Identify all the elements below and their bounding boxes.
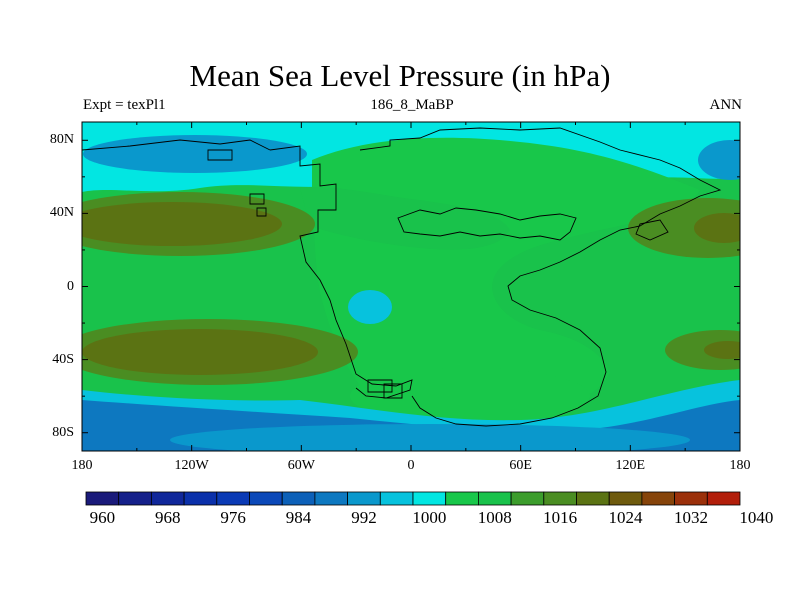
colorbar-label: 984: [285, 508, 312, 527]
northern-mid-land-field: [300, 187, 510, 250]
colorbar-label: 1040: [739, 508, 774, 527]
colorbar-box: [674, 491, 708, 506]
colorbar-box: [706, 491, 741, 506]
colorbar-label: 976: [220, 508, 246, 527]
coastline-segment: [635, 219, 669, 241]
season-label: ANN: [709, 97, 743, 113]
lat-label: 40N: [49, 205, 74, 221]
colorbar-box: [379, 491, 414, 506]
colorbar-box: [347, 491, 381, 506]
coastline-segment: [397, 207, 577, 241]
arctic-low: [83, 135, 307, 173]
colorbar-box: [281, 491, 316, 506]
lat-label: 80S: [52, 424, 74, 440]
colorbar-box: [85, 491, 120, 506]
colorbar-box: [608, 491, 643, 506]
colorbar-box: [641, 491, 676, 506]
lon-label: 180: [729, 458, 751, 473]
colorbar-box: [576, 491, 610, 506]
coastlines: [82, 127, 722, 427]
colorbar-label: 1016: [543, 508, 578, 527]
colorbar-label: 968: [155, 508, 181, 527]
colorbar-box: [314, 491, 348, 506]
lon-label: 120W: [174, 458, 209, 473]
colorbar-box: [150, 491, 185, 506]
coastline-segment: [269, 145, 413, 399]
continental-interior-south: [350, 368, 590, 424]
colorbar-box: [118, 491, 152, 506]
colorbar-box: [216, 491, 250, 506]
colorbar-label: 960: [89, 508, 116, 527]
colorbar-label: 1032: [673, 508, 708, 527]
colorbar-box: [412, 491, 447, 506]
colorbar-box: [477, 491, 512, 506]
lat-label: 80N: [49, 132, 74, 148]
lon-label: 120E: [615, 458, 646, 473]
colorbar-label: 1024: [608, 508, 643, 527]
colorbar-box: [249, 491, 283, 506]
lon-label: 60E: [509, 458, 532, 473]
coastline-segment: [82, 139, 271, 151]
coastline-segment: [249, 193, 265, 205]
lon-label: 0: [407, 458, 415, 473]
experiment-label: Expt = texPl1: [83, 97, 166, 113]
coastline-segment: [383, 383, 403, 399]
arctic-low-east: [698, 140, 740, 180]
lat-label: 0: [67, 278, 74, 294]
lon-label: 60W: [287, 458, 315, 473]
coastline-segment: [207, 149, 233, 161]
lon-label: 180: [71, 458, 93, 473]
colorbar-box: [445, 491, 479, 506]
inner-low-east: [348, 290, 392, 324]
south-pacific-high: [82, 329, 318, 375]
colorbar-label: 1000: [412, 508, 447, 527]
coastline-segment: [256, 207, 267, 217]
south-pole-core: [170, 424, 690, 451]
north-pacific-high: [82, 202, 282, 246]
west-pacific-high-halo: [628, 198, 740, 258]
colorbar-box: [183, 491, 218, 506]
colorbar-box: [543, 491, 577, 506]
coastline-segment: [367, 379, 393, 393]
time-label: 186_8_MaBP: [370, 97, 454, 113]
west-pacific-high: [694, 213, 740, 243]
lat-label: 40S: [52, 351, 74, 367]
coastline-segment: [359, 127, 722, 427]
south-indian-high-halo: [665, 330, 740, 370]
chart-title: Mean Sea Level Pressure (in hPa): [189, 58, 611, 93]
colorbar-box: [510, 491, 545, 506]
colorbar-label: 992: [351, 508, 377, 527]
colorbar-label: 1008: [477, 508, 512, 527]
south-indian-high: [704, 341, 740, 359]
colorbar: [85, 491, 741, 506]
contour-field: [82, 122, 740, 451]
